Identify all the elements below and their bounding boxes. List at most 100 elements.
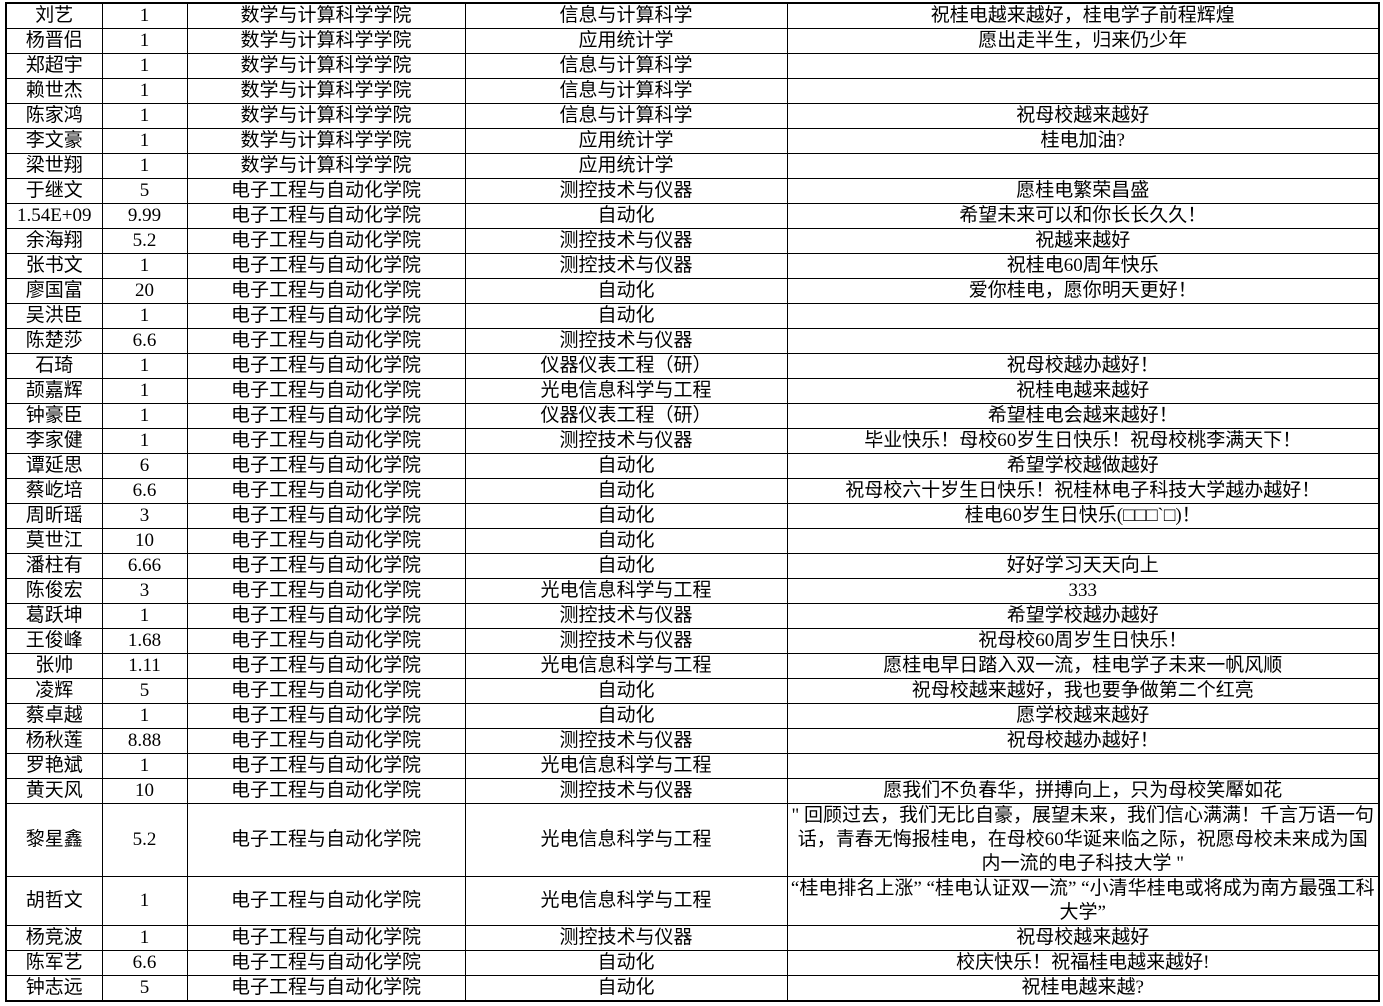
message-cell: 祝母校越来越好: [786, 925, 1380, 951]
table-row: 颉嘉辉 1 电子工程与自动化学院 光电信息科学与工程 祝桂电越来越好: [5, 378, 1380, 404]
message-cell: 希望桂电会越来越好！: [786, 403, 1380, 429]
college-cell: 数学与计算科学学院: [186, 103, 466, 129]
table-row: 潘柱有 6.66 电子工程与自动化学院 自动化 好好学习天天向上: [5, 553, 1380, 579]
amount-cell: 9.99: [101, 203, 188, 229]
table-row: 赖世杰 1 数学与计算科学学院 信息与计算科学: [5, 78, 1380, 104]
college-cell: 电子工程与自动化学院: [186, 328, 466, 354]
college-cell: 电子工程与自动化学院: [186, 950, 466, 976]
college-cell: 电子工程与自动化学院: [186, 603, 466, 629]
major-cell: 信息与计算科学: [464, 78, 788, 104]
table-row: 杨秋莲 8.88 电子工程与自动化学院 测控技术与仪器 祝母校越办越好！: [5, 728, 1380, 754]
name-cell: 张书文: [5, 253, 103, 279]
message-cell: 希望未来可以和你长长久久！: [786, 203, 1380, 229]
name-cell: 廖国富: [5, 278, 103, 304]
table-row: 刘艺 1 数学与计算科学学院 信息与计算科学 祝桂电越来越好，桂电学子前程辉煌: [5, 2, 1380, 29]
amount-cell: 5: [101, 178, 188, 204]
amount-cell: 6.6: [101, 950, 188, 976]
name-cell: 赖世杰: [5, 78, 103, 104]
amount-cell: 1: [101, 78, 188, 104]
major-cell: 自动化: [464, 278, 788, 304]
amount-cell: 5.2: [101, 803, 188, 877]
name-cell: 梁世翔: [5, 153, 103, 179]
college-cell: 数学与计算科学学院: [186, 78, 466, 104]
college-cell: 电子工程与自动化学院: [186, 353, 466, 379]
table-row: 张帅 1.11 电子工程与自动化学院 光电信息科学与工程 愿桂电早日踏入双一流，桂电学子…: [5, 653, 1380, 679]
table-row: 莫世江 10 电子工程与自动化学院 自动化: [5, 528, 1380, 554]
name-cell: 陈军艺: [5, 950, 103, 976]
college-cell: 电子工程与自动化学院: [186, 378, 466, 404]
amount-cell: 6.66: [101, 553, 188, 579]
college-cell: 数学与计算科学学院: [186, 128, 466, 154]
major-cell: 测控技术与仪器: [464, 628, 788, 654]
message-cell: [786, 528, 1380, 554]
major-cell: 测控技术与仪器: [464, 253, 788, 279]
amount-cell: 1: [101, 53, 188, 79]
name-cell: 1.54E+09: [5, 203, 103, 229]
major-cell: 自动化: [464, 478, 788, 504]
amount-cell: 1: [101, 28, 188, 54]
college-cell: 电子工程与自动化学院: [186, 403, 466, 429]
major-cell: 自动化: [464, 453, 788, 479]
message-cell: 祝桂电越来越好: [786, 378, 1380, 404]
college-cell: 电子工程与自动化学院: [186, 478, 466, 504]
message-cell: 希望学校越办越好: [786, 603, 1380, 629]
amount-cell: 1: [101, 103, 188, 129]
message-cell: 祝母校六十岁生日快乐！祝桂林电子科技大学越办越好！: [786, 478, 1380, 504]
amount-cell: 10: [101, 778, 188, 804]
major-cell: 测控技术与仪器: [464, 778, 788, 804]
message-cell: 祝桂电越来越好，桂电学子前程辉煌: [786, 2, 1380, 29]
table-row: 陈楚莎 6.6 电子工程与自动化学院 测控技术与仪器: [5, 328, 1380, 354]
amount-cell: 1.11: [101, 653, 188, 679]
college-cell: 电子工程与自动化学院: [186, 203, 466, 229]
major-cell: 信息与计算科学: [464, 53, 788, 79]
name-cell: 蔡卓越: [5, 703, 103, 729]
amount-cell: 10: [101, 528, 188, 554]
message-cell: 愿桂电繁荣昌盛: [786, 178, 1380, 204]
college-cell: 电子工程与自动化学院: [186, 803, 466, 877]
amount-cell: 1: [101, 378, 188, 404]
table-row: 凌辉 5 电子工程与自动化学院 自动化 祝母校越来越好，我也要争做第二个红亮: [5, 678, 1380, 704]
major-cell: 信息与计算科学: [464, 103, 788, 129]
major-cell: 测控技术与仪器: [464, 925, 788, 951]
amount-cell: 1: [101, 703, 188, 729]
name-cell: 石琦: [5, 353, 103, 379]
wishes-table: 刘艺 1 数学与计算科学学院 信息与计算科学 祝桂电越来越好，桂电学子前程辉煌 杨晋侣 1 数…: [5, 2, 1380, 1002]
message-cell: 希望学校越做越好: [786, 453, 1380, 479]
college-cell: 电子工程与自动化学院: [186, 653, 466, 679]
name-cell: 杨秋莲: [5, 728, 103, 754]
message-cell: [786, 78, 1380, 104]
message-cell: [786, 753, 1380, 779]
college-cell: 电子工程与自动化学院: [186, 678, 466, 704]
name-cell: 蔡屹培: [5, 478, 103, 504]
message-cell: 愿出走半生，归来仍少年: [786, 28, 1380, 54]
table-row: 钟豪臣 1 电子工程与自动化学院 仪器仪表工程（研） 希望桂电会越来越好！: [5, 403, 1380, 429]
amount-cell: 1: [101, 128, 188, 154]
name-cell: 李文豪: [5, 128, 103, 154]
college-cell: 电子工程与自动化学院: [186, 578, 466, 604]
major-cell: 自动化: [464, 678, 788, 704]
college-cell: 电子工程与自动化学院: [186, 628, 466, 654]
message-cell: 祝母校越办越好！: [786, 728, 1380, 754]
message-cell: 祝桂电60周年快乐: [786, 253, 1380, 279]
college-cell: 电子工程与自动化学院: [186, 553, 466, 579]
message-cell: 毕业快乐！母校60岁生日快乐！祝母校桃李满天下！: [786, 428, 1380, 454]
major-cell: 光电信息科学与工程: [464, 653, 788, 679]
name-cell: 潘柱有: [5, 553, 103, 579]
table-row: 吴洪臣 1 电子工程与自动化学院 自动化: [5, 303, 1380, 329]
amount-cell: 1.68: [101, 628, 188, 654]
message-cell: 祝母校越办越好！: [786, 353, 1380, 379]
amount-cell: 1: [101, 353, 188, 379]
table-row: 杨晋侣 1 数学与计算科学学院 应用统计学 愿出走半生，归来仍少年: [5, 28, 1380, 54]
amount-cell: 1: [101, 925, 188, 951]
amount-cell: 3: [101, 578, 188, 604]
major-cell: 自动化: [464, 703, 788, 729]
name-cell: 王俊峰: [5, 628, 103, 654]
amount-cell: 1: [101, 428, 188, 454]
message-cell: 愿桂电早日踏入双一流，桂电学子未来一帆风顺: [786, 653, 1380, 679]
major-cell: 自动化: [464, 503, 788, 529]
name-cell: 杨晋侣: [5, 28, 103, 54]
message-cell: [786, 53, 1380, 79]
amount-cell: 5: [101, 975, 188, 1002]
amount-cell: 6: [101, 453, 188, 479]
